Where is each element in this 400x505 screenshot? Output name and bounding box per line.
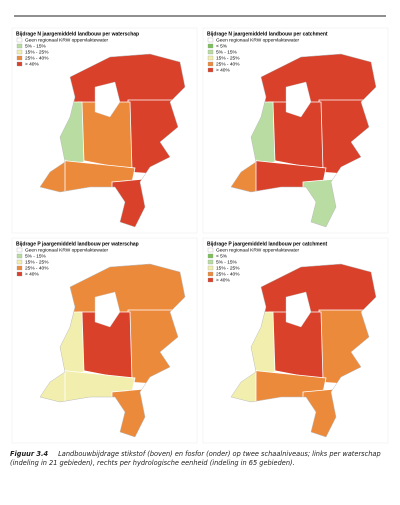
legend-swatch bbox=[207, 67, 214, 73]
regions bbox=[40, 264, 185, 437]
regions bbox=[231, 264, 376, 437]
legend-swatch bbox=[207, 49, 214, 55]
caption-text: Landbouwbijdrage stikstof (boven) en fos… bbox=[10, 450, 381, 467]
panel-frame bbox=[202, 27, 389, 234]
regions bbox=[231, 54, 376, 227]
legend-title: Bijdrage P jaargemiddeld landbouw per wa… bbox=[16, 241, 139, 247]
legend-label: Geen regionaal KRW oppervlaktewater bbox=[25, 37, 109, 43]
country-outline bbox=[230, 263, 377, 438]
legend-swatch bbox=[207, 61, 214, 67]
panel-frame bbox=[11, 27, 198, 234]
legend-swatch bbox=[207, 55, 214, 61]
legend-label: 5% - 15% bbox=[216, 49, 238, 55]
map-region bbox=[40, 369, 66, 437]
legend-swatch bbox=[207, 37, 214, 43]
legend-label: 15% - 25% bbox=[216, 265, 240, 271]
legend-label: Geen regionaal KRW oppervlaktewater bbox=[25, 247, 109, 253]
legend-label: > 40% bbox=[216, 67, 230, 73]
legend-title: Bijdrage P jaargemiddeld landbouw per ca… bbox=[207, 241, 328, 247]
map-region bbox=[40, 101, 85, 169]
legend-swatch bbox=[16, 43, 23, 49]
regions bbox=[40, 54, 185, 227]
legend-swatch bbox=[207, 277, 214, 283]
legend-swatch bbox=[16, 271, 23, 277]
map-region bbox=[40, 311, 85, 379]
lake bbox=[94, 81, 121, 118]
legend-label: Geen regionaal KRW oppervlaktewater bbox=[216, 247, 300, 253]
country-outline bbox=[39, 263, 186, 438]
legend-label: 15% - 25% bbox=[216, 55, 240, 61]
legend-title: Bijdrage N jaargemiddeld landbouw per wa… bbox=[16, 31, 139, 37]
map-region bbox=[302, 173, 376, 227]
legend-swatch bbox=[207, 253, 214, 259]
map-region bbox=[231, 159, 257, 227]
map bbox=[230, 263, 377, 438]
legend-swatch bbox=[207, 259, 214, 265]
map-region bbox=[111, 173, 185, 227]
legend-swatch bbox=[16, 37, 23, 43]
legend-swatch bbox=[207, 43, 214, 49]
map-region bbox=[231, 101, 276, 169]
legend-label: 25% - 40% bbox=[25, 55, 49, 61]
lake bbox=[285, 291, 312, 328]
map-region bbox=[40, 159, 66, 227]
legend-swatch bbox=[16, 253, 23, 259]
map-panel: Bijdrage N jaargemiddeld landbouw per ca… bbox=[202, 27, 389, 234]
lake bbox=[285, 81, 312, 118]
legend-swatch bbox=[207, 271, 214, 277]
country-outline bbox=[39, 53, 186, 228]
legend-swatch bbox=[16, 247, 23, 253]
legend-swatch bbox=[16, 61, 23, 67]
legend-label: > 40% bbox=[25, 271, 39, 277]
legend-label: < 5% bbox=[216, 43, 228, 49]
legend-label: > 40% bbox=[25, 61, 39, 67]
figure: Bijdrage N jaargemiddeld landbouw per wa… bbox=[11, 15, 389, 444]
map-region bbox=[302, 383, 376, 437]
legend-swatch bbox=[207, 265, 214, 271]
legend-swatch bbox=[207, 247, 214, 253]
map-panel: Bijdrage P jaargemiddeld landbouw per ca… bbox=[202, 237, 389, 444]
legend-label: 5% - 15% bbox=[216, 259, 238, 265]
legend-title: Bijdrage N jaargemiddeld landbouw per ca… bbox=[207, 31, 328, 37]
legend-label: 5% - 15% bbox=[25, 43, 47, 49]
map-region bbox=[231, 311, 276, 379]
map bbox=[39, 263, 186, 438]
legend-label: 25% - 40% bbox=[216, 61, 240, 67]
panel-frame bbox=[202, 237, 389, 444]
legend-swatch bbox=[16, 259, 23, 265]
legend-swatch bbox=[16, 55, 23, 61]
legend-label: 15% - 25% bbox=[25, 49, 49, 55]
panel-frame bbox=[11, 237, 198, 444]
legend-label: < 5% bbox=[216, 253, 228, 259]
lake bbox=[94, 291, 121, 328]
map bbox=[39, 53, 186, 228]
legend-label: 15% - 25% bbox=[25, 259, 49, 265]
legend-label: 5% - 15% bbox=[25, 253, 47, 259]
map-panel: Bijdrage N jaargemiddeld landbouw per wa… bbox=[11, 27, 198, 234]
map bbox=[230, 53, 377, 228]
map-panel: Bijdrage P jaargemiddeld landbouw per wa… bbox=[11, 237, 198, 444]
legend-swatch bbox=[16, 265, 23, 271]
caption-label: Figuur 3.4 bbox=[10, 450, 49, 458]
legend-label: > 40% bbox=[216, 277, 230, 283]
legend-swatch bbox=[16, 49, 23, 55]
map-region bbox=[111, 383, 185, 437]
legend-label: 25% - 40% bbox=[25, 265, 49, 271]
caption: Figuur 3.4 Landbouwbijdrage stikstof (bov… bbox=[10, 450, 390, 468]
legend-label: Geen regionaal KRW oppervlaktewater bbox=[216, 37, 300, 43]
country-outline bbox=[230, 53, 377, 228]
legend-label: 25% - 40% bbox=[216, 271, 240, 277]
map-region bbox=[231, 369, 257, 437]
